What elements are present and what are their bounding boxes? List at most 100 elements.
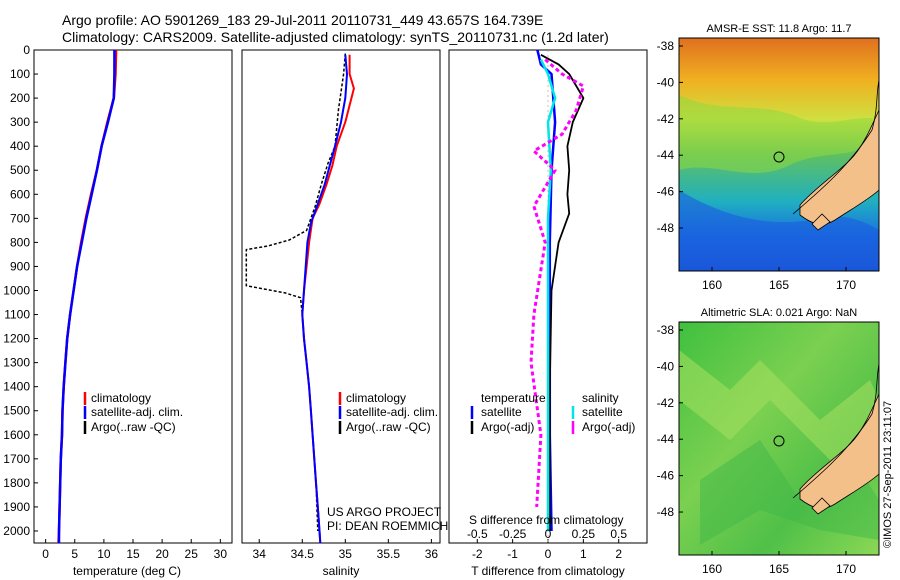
lat-tick-label: -48 (657, 505, 675, 519)
legend-s-satellite-diff: satellite (582, 405, 623, 419)
salinity-x-axis: 34 34.5 35 35.5 36 (253, 539, 439, 561)
depth-tick-label: 1800 (3, 476, 30, 490)
title-line2: Climatology: CARS2009. Satellite-adjuste… (62, 29, 609, 45)
copyright-stamp: ©IMOS 27-Sep-2011 23:11:07 (882, 401, 894, 548)
x-tick-label: 15 (126, 547, 140, 561)
temperature-series (57, 49, 118, 544)
lat-tick-label: -46 (657, 469, 675, 483)
legend-climatology: climatology (91, 391, 151, 405)
series-satellite-adj (57, 50, 116, 543)
depth-tick-label: 200 (10, 91, 30, 105)
legend-t-argo: Argo(-adj) (481, 420, 534, 434)
sst-lon-axis: 160 165 170 (702, 267, 856, 292)
s-diff-tick-label: 0.5 (610, 527, 627, 541)
annotation-pi: PI: DEAN ROEMMICH (327, 519, 448, 533)
legend-s-climatology: climatology (346, 391, 406, 405)
lon-tick-label: 160 (702, 562, 722, 576)
x-tick-label: 5 (71, 547, 78, 561)
lat-tick-label: -40 (657, 359, 675, 373)
difference-series (529, 49, 585, 543)
lat-tick-label: -38 (657, 39, 675, 53)
x-tick-label: 1 (580, 547, 587, 561)
x-tick-label: 0 (42, 547, 49, 561)
series-t-argo-diff (540, 54, 585, 531)
series-s-satellite-adj (301, 54, 348, 544)
temperature-x-axis: 0 5 10 15 20 25 30 (42, 539, 227, 561)
series-s-satellite-diff (539, 59, 557, 531)
temperature-axes-frame (33, 49, 233, 544)
salinity-panel: 34 34.5 35 35.5 36 salinity climatology sate… (241, 49, 448, 578)
lat-tick-label: -44 (657, 432, 675, 446)
depth-tick-label: 1400 (3, 380, 30, 394)
legend-s-satellite: satellite-adj. clim. (346, 405, 438, 419)
depth-tick-label: 600 (10, 187, 30, 201)
x-tick-label: 0 (545, 547, 552, 561)
s-diff-tick-label: -0.5 (467, 527, 488, 541)
depth-tick-label: 800 (10, 235, 30, 249)
depth-tick-label: 1100 (4, 308, 30, 322)
depth-tick-label: 700 (10, 211, 30, 225)
difference-xlabel-top: S difference from climatology (469, 513, 624, 527)
series-s-argo-diff (529, 58, 585, 507)
lat-tick-label: -42 (657, 112, 675, 126)
x-tick-label: 34 (253, 547, 267, 561)
x-tick-label: 35 (339, 547, 353, 561)
lat-tick-label: -38 (657, 323, 675, 337)
lon-tick-label: 170 (836, 278, 856, 292)
x-tick-label: 30 (214, 547, 228, 561)
legend-s-argo: Argo(..raw -QC) (346, 420, 431, 434)
sla-map-title: Altimetric SLA: 0.021 Argo: NaN (701, 307, 858, 319)
depth-tick-label: 1700 (3, 452, 30, 466)
sst-argo-marker (773, 151, 785, 163)
legend-argo: Argo(..raw -QC) (91, 420, 176, 434)
x-tick-label: -2 (472, 547, 483, 561)
x-tick-label: 20 (155, 547, 169, 561)
temperature-legend: climatology satellite-adj. clim. Argo(..… (83, 391, 183, 434)
depth-tick-label: 1600 (3, 428, 30, 442)
sla-map: Altimetric SLA: 0.021 Argo: NaN 160 165 17… (657, 307, 880, 576)
lat-tick-label: -42 (657, 396, 675, 410)
lon-tick-label: 165 (769, 562, 789, 576)
s-diff-tick-label: -0.25 (499, 527, 527, 541)
x-tick-label: 36 (425, 547, 439, 561)
legend-satellite: satellite-adj. clim. (91, 405, 183, 419)
sst-lat-axis: -38 -40 -42 -44 -46 -48 (657, 39, 683, 235)
legend-t-satellite: satellite (481, 405, 522, 419)
legend-s-argo-diff: Argo(-adj) (582, 420, 635, 434)
lon-tick-label: 170 (836, 562, 856, 576)
depth-tick-label: 400 (10, 139, 30, 153)
x-tick-label: 2 (615, 547, 622, 561)
temperature-panel: 0100200300400500600700800900100011001200… (3, 43, 233, 578)
depth-axis: 0 100 200 300 400 500 600 700 800 900 1000 1100 1200… (3, 43, 38, 538)
difference-s-ticks: -0.5 -0.25 0 0.25 0.5 (467, 527, 627, 541)
difference-xlabel: T difference from climatology (471, 564, 625, 578)
lon-tick-label: 160 (702, 278, 722, 292)
sst-map: AMSR-E SST: 11.8 Argo: 11.7 160 165 170 -3… (657, 23, 880, 292)
lat-tick-label: -44 (657, 148, 675, 162)
temperature-xlabel: temperature (deg C) (73, 564, 181, 578)
sla-argo-marker (773, 435, 785, 447)
depth-tick-label: 300 (10, 115, 30, 129)
depth-tick-label: 0 (23, 43, 30, 57)
depth-tick-label: 2000 (3, 524, 30, 538)
lon-tick-label: 165 (769, 278, 789, 292)
salinity-xlabel: salinity (323, 564, 360, 578)
legend-salinity-header: salinity (582, 391, 619, 405)
x-tick-label: 34.5 (291, 547, 315, 561)
difference-legend: temperature satellite Argo(-adj) salinit… (470, 391, 635, 434)
depth-tick-label: 500 (10, 163, 30, 177)
sla-lat-axis: -38 -40 -42 -44 -46 -48 (657, 323, 683, 519)
title-line1: Argo profile: AO 5901269_183 29-Jul-2011… (62, 12, 543, 28)
salinity-legend: climatology satellite-adj. clim. Argo(..… (338, 391, 438, 434)
s-diff-tick-label: 0 (545, 527, 552, 541)
depth-tick-label: 1500 (3, 404, 30, 418)
x-tick-label: 25 (185, 547, 199, 561)
depth-tick-label: 1000 (3, 283, 30, 297)
depth-tick-label: 1300 (3, 356, 30, 370)
sst-map-title: AMSR-E SST: 11.8 Argo: 11.7 (706, 23, 851, 35)
legend-temperature-header: temperature (481, 391, 546, 405)
x-tick-label: 10 (97, 547, 111, 561)
depth-tick-label: 100 (10, 67, 30, 81)
lat-tick-label: -48 (657, 221, 675, 235)
